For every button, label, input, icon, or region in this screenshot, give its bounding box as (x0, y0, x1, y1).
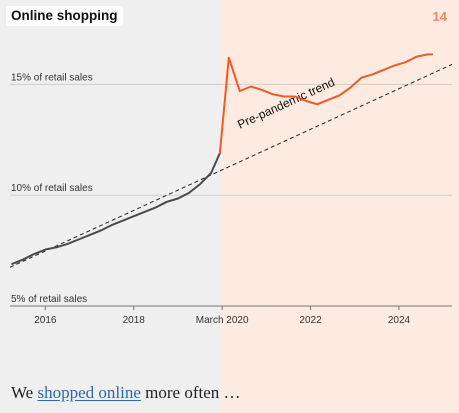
x-tick-label-2: March 2020 (196, 315, 249, 326)
caption-suffix: more often … (140, 383, 241, 402)
caption-prefix: We (11, 383, 38, 402)
y-axis-label-10: 10% of retail sales (11, 183, 93, 194)
x-tick-label-0: 2016 (34, 315, 57, 326)
x-tick-label-1: 2018 (123, 315, 146, 326)
y-axis-label-5: 5% of retail sales (11, 294, 87, 305)
chart-title: Online shopping (6, 6, 123, 26)
pre-pandemic-series-line (11, 152, 221, 265)
pre-pandemic-background (0, 0, 223, 413)
page-number: 14 (432, 9, 447, 24)
caption: We shopped online more often … (11, 383, 241, 403)
y-axis-label-15: 15% of retail sales (11, 72, 93, 83)
post-pandemic-background (222, 0, 459, 413)
x-tick-label-3: 2022 (299, 315, 322, 326)
post-pandemic-series-line (218, 53, 434, 154)
x-tick-label-4: 2024 (388, 315, 411, 326)
shopped-online-link[interactable]: shopped online (37, 383, 141, 402)
